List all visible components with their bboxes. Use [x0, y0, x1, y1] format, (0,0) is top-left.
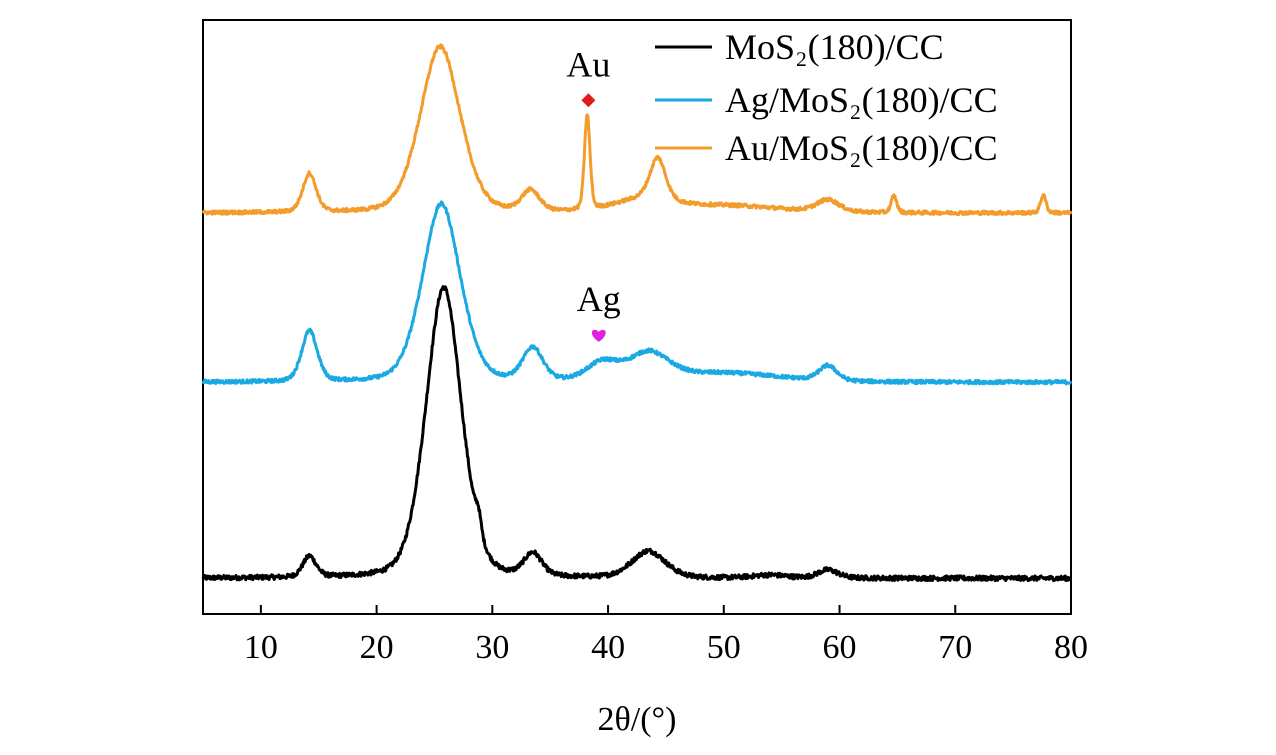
legend: MoS₂(180)/CC Ag/MoS₂(180)/CC Au/MoS₂(180)/… — [655, 27, 998, 168]
plot-frame — [202, 19, 1072, 615]
series-line-0 — [201, 285, 1072, 583]
x-tick-label: 60 — [823, 629, 857, 666]
legend-label-0: MoS₂(180)/CC — [725, 27, 944, 67]
series-line-2 — [201, 43, 1073, 217]
annotation-label-ag: Ag — [577, 279, 621, 319]
x-axis-ticks: 10 20 30 40 50 60 70 80 — [244, 605, 1088, 666]
series-line-1 — [201, 200, 1073, 386]
heart-marker-icon — [591, 329, 606, 342]
diamond-marker-icon — [581, 93, 596, 108]
legend-label-1: Ag/MoS₂(180)/CC — [725, 80, 998, 120]
x-tick-label: 80 — [1054, 629, 1088, 666]
annotation-label-au: Au — [566, 44, 610, 84]
x-tick-label: 50 — [707, 629, 741, 666]
x-tick-label: 40 — [591, 629, 625, 666]
series-layer — [201, 43, 1073, 583]
annotations: Au Ag — [566, 44, 621, 342]
x-tick-label: 10 — [244, 629, 278, 666]
x-axis-label: 2θ/(°) — [598, 701, 677, 738]
x-tick-label: 20 — [360, 629, 394, 666]
legend-label-2: Au/MoS₂(180)/CC — [725, 128, 998, 168]
x-tick-label: 30 — [475, 629, 509, 666]
x-tick-label: 70 — [938, 629, 972, 666]
